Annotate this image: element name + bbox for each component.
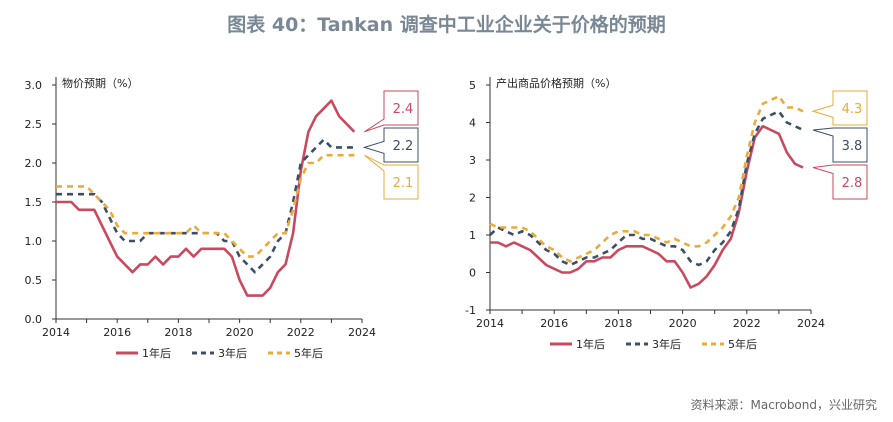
legend-label-2: 3年后 (218, 346, 247, 360)
x-tick-label: 2020 (226, 326, 254, 339)
y-tick-label: 2.0 (25, 157, 43, 170)
x-tick-label: 2014 (476, 317, 504, 330)
x-tick-label: 2024 (348, 326, 376, 339)
legend-label-3: 5年后 (728, 337, 757, 351)
source-note: 资料来源：Macrobond，兴业研究 (690, 398, 878, 412)
end-label-value: 2.2 (393, 139, 414, 154)
y-tick-label: 1.5 (25, 196, 43, 209)
x-tick-label: 2022 (287, 326, 315, 339)
page-title: 图表 40：Tankan 调查中工业企业关于价格的预期 (227, 14, 666, 36)
end-label-value: 2.8 (842, 176, 863, 191)
y-tick-label: 0.0 (25, 313, 43, 326)
end-label-box (364, 154, 419, 200)
y-tick-label: 3.0 (25, 79, 43, 92)
y-tick-label: -1 (465, 304, 476, 317)
end-label-box (812, 164, 868, 200)
legend-label-1: 1年后 (142, 346, 171, 360)
chart-title: 产出商品价格预期（%） (496, 76, 616, 90)
end-label-box (362, 127, 419, 163)
y-tick-label: 5 (469, 79, 476, 92)
legend-label-2: 3年后 (652, 337, 681, 351)
y-tick-label: 2.5 (25, 118, 43, 131)
y-tick-label: 0 (469, 267, 476, 280)
legend-label-1: 1年后 (576, 337, 605, 351)
series-line-3 (56, 153, 355, 258)
x-tick-label: 2018 (164, 326, 192, 339)
y-tick-label: 1.0 (25, 235, 43, 248)
series-line-2 (489, 110, 804, 267)
series-line-3 (489, 94, 804, 263)
x-tick-label: 2014 (42, 326, 70, 339)
chart-title: 物价预期（%） (62, 76, 138, 90)
end-label-box (811, 90, 868, 126)
chart-output-price-expectation: 产出商品价格预期（%） -1 0 1 2 3 4 5 2014 2016 2018 2020 2022 2… (465, 76, 868, 351)
series-line-1 (56, 99, 356, 297)
x-tick-label: 2016 (103, 326, 131, 339)
y-tick-label: 0.5 (25, 274, 43, 287)
end-label-value: 3.8 (842, 139, 863, 154)
series-line-2 (56, 138, 355, 274)
chart-price-expectation: 物价预期（%） 0.0 0.5 1.0 1.5 2.0 2.5 3.0 2014 2016 2018… (25, 76, 419, 360)
end-label-box (812, 127, 868, 163)
y-tick-label: 3 (469, 154, 476, 167)
end-label-box (364, 90, 419, 133)
y-tick-label: 2 (469, 192, 476, 205)
legend-label-3: 5年后 (294, 346, 323, 360)
y-tick-label: 4 (469, 117, 476, 130)
y-tick-label: 1 (469, 229, 476, 242)
x-tick-label: 2022 (733, 317, 761, 330)
end-label-value: 2.1 (393, 176, 414, 191)
x-tick-label: 2018 (604, 317, 632, 330)
x-tick-label: 2016 (540, 317, 568, 330)
series-line-1 (490, 124, 804, 289)
x-tick-label: 2024 (797, 317, 825, 330)
end-label-value: 2.4 (393, 102, 414, 117)
end-label-value: 4.3 (842, 102, 863, 117)
x-tick-label: 2020 (669, 317, 697, 330)
